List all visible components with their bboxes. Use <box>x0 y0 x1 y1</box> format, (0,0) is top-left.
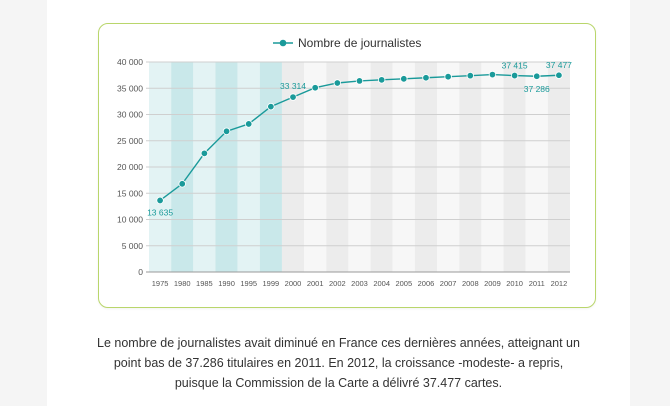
data-point <box>267 102 275 111</box>
x-tick-label: 2010 <box>506 279 523 288</box>
y-tick-label: 40 000 <box>117 57 143 67</box>
data-point <box>200 149 209 158</box>
y-tick-label: 20 000 <box>117 162 143 172</box>
y-tick-label: 15 000 <box>117 188 143 198</box>
x-tick-label: 1975 <box>152 279 169 288</box>
x-tick-label: 2003 <box>351 279 368 288</box>
x-tick-label: 2012 <box>551 279 568 288</box>
x-tick-label: 2005 <box>395 279 412 288</box>
data-label: 37 286 <box>524 84 550 94</box>
data-point <box>156 196 164 205</box>
x-tick-label: 2009 <box>484 279 501 288</box>
data-point <box>377 76 386 84</box>
caption-line-1: Le nombre de journalistes avait diminué … <box>97 336 580 350</box>
line-chart: 0 5 000 10 000 15 000 20 000 25 000 30 000 35 0… <box>117 36 572 288</box>
caption-line-3: puisque la Commission de la Carte a déli… <box>174 376 503 390</box>
y-tick-label: 35 000 <box>117 83 143 93</box>
x-tick-label: 2008 <box>462 279 479 288</box>
y-tick-label: 10 000 <box>117 215 143 225</box>
x-tick-label: 1990 <box>218 279 235 288</box>
data-point <box>510 71 519 80</box>
x-tick-label: 2006 <box>418 279 435 288</box>
data-point <box>466 71 474 80</box>
data-point <box>400 75 408 83</box>
x-tick-label: 1980 <box>174 279 191 288</box>
y-tick-label: 25 000 <box>117 136 143 146</box>
data-point <box>555 71 563 79</box>
x-tick-label: 1985 <box>196 279 213 288</box>
data-label: 13 635 <box>147 207 173 217</box>
y-tick-label: 0 <box>138 267 143 277</box>
data-label: 37 415 <box>502 61 528 71</box>
x-tick-label: 2011 <box>529 279 545 288</box>
data-point <box>333 79 342 87</box>
data-point <box>289 93 297 101</box>
x-tick-label: 2002 <box>329 279 346 288</box>
y-tick-label: 30 000 <box>117 110 143 120</box>
legend-marker <box>279 39 287 47</box>
data-point <box>444 72 452 81</box>
x-tick-label: 2004 <box>373 279 390 288</box>
data-point <box>245 120 253 128</box>
x-tick-label: 2007 <box>440 279 457 288</box>
x-tick-label: 1995 <box>240 279 257 288</box>
data-point <box>422 74 430 82</box>
data-point <box>222 127 231 135</box>
data-point <box>488 70 497 79</box>
y-tick-label: 5 000 <box>122 241 144 251</box>
x-tick-label: 2000 <box>285 279 302 288</box>
data-point <box>178 180 186 188</box>
caption-line-2: point bas de 37.286 titulaires en 2011. … <box>113 356 564 370</box>
data-label: 33 314 <box>280 81 306 91</box>
legend-label: Nombre de journalistes <box>298 36 421 50</box>
data-label: 37 477 <box>546 60 572 70</box>
data-point <box>311 84 319 92</box>
x-tick-label: 1999 <box>263 279 280 288</box>
data-point <box>533 72 541 80</box>
data-point <box>355 77 364 85</box>
x-tick-label: 2001 <box>307 279 324 288</box>
chart-caption: Le nombre de journalistes avait diminué … <box>47 333 630 393</box>
